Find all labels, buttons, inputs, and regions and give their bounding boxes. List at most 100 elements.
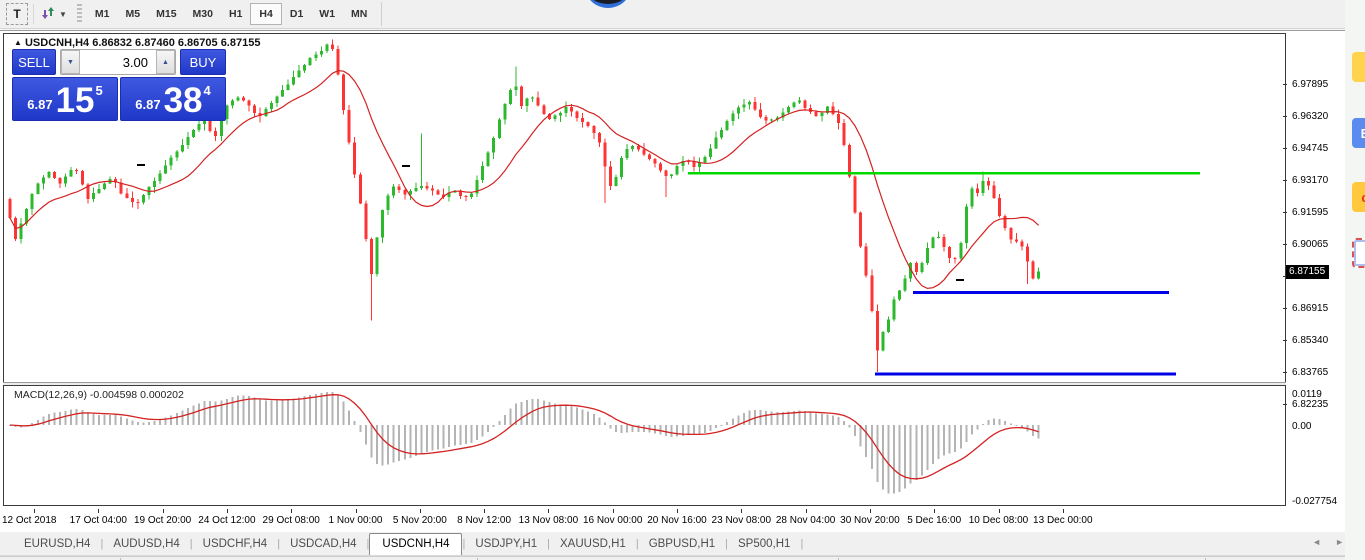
text-tool-button[interactable]: T xyxy=(6,3,28,25)
buy-button[interactable]: BUY xyxy=(180,49,226,75)
tab-separator: | xyxy=(277,537,281,550)
time-axis-label: 1 Nov 00:00 xyxy=(328,515,383,526)
timeframe-button-m1[interactable]: M1 xyxy=(94,8,110,20)
buy-quote-button[interactable]: 6.87 38 4 xyxy=(120,77,226,121)
desktop-icon-yellow-c[interactable]: c xyxy=(1352,182,1365,212)
time-axis-label: 13 Nov 08:00 xyxy=(518,515,579,526)
time-axis-label: 16 Nov 00:00 xyxy=(582,515,643,526)
chevron-down-icon: ▼ xyxy=(59,9,67,19)
chart-canvas[interactable] xyxy=(8,34,1285,506)
buy-price-big: 38 xyxy=(163,80,203,120)
chart-tab-usdcnh[interactable]: USDCNH,H4 xyxy=(369,533,463,555)
price-axis-label: 6.82235 xyxy=(1292,399,1329,410)
tab-separator: | xyxy=(462,537,466,550)
price-axis-label: 6.96320 xyxy=(1292,111,1329,122)
volume-value[interactable]: 3.00 xyxy=(122,54,148,70)
chart-title: ▲ USDCNH,H4 6.86832 6.87460 6.86705 6.87… xyxy=(14,37,260,49)
toolbar-separator xyxy=(381,2,383,26)
desktop-icon-blue[interactable]: E xyxy=(1352,118,1365,148)
macd-axis-label: -0.027754 xyxy=(1292,496,1338,507)
tab-separator: | xyxy=(100,537,104,550)
sell-price-big: 15 xyxy=(55,80,95,120)
chart-object-dash[interactable] xyxy=(956,279,964,281)
chart-tab-usdchf[interactable]: USDCHF,H4 xyxy=(202,537,268,550)
time-axis-label: 5 Nov 20:00 xyxy=(392,515,447,526)
time-axis-label: 23 Nov 08:00 xyxy=(711,515,772,526)
tab-separator: | xyxy=(635,537,639,550)
macd-indicator-label: MACD(12,26,9) -0.004598 0.000202 xyxy=(14,389,184,401)
desktop-icon-dashed[interactable] xyxy=(1352,238,1365,268)
sell-quote-button[interactable]: 6.87 15 5 xyxy=(12,77,118,121)
time-axis-label: 20 Nov 16:00 xyxy=(647,515,707,526)
timeframe-button-d1[interactable]: D1 xyxy=(289,8,304,20)
tab-nav: ◄ ► xyxy=(1312,537,1344,547)
time-axis-label: 10 Dec 08:00 xyxy=(968,515,1029,526)
chart-object-dash[interactable] xyxy=(137,164,145,166)
main-toolbar: T ▼ M1 M5 M15 M30 H1 H4 D1 W1 MN xyxy=(0,0,1345,29)
timeframe-button-m15[interactable]: M15 xyxy=(156,8,177,20)
sell-price-sup: 5 xyxy=(95,83,103,98)
timeframe-button-w1[interactable]: W1 xyxy=(319,8,336,20)
price-axis-label: 6.97895 xyxy=(1292,79,1329,90)
sell-button[interactable]: SELL xyxy=(12,49,56,75)
time-axis-label: 8 Nov 12:00 xyxy=(457,515,512,526)
chart-tab-audusd[interactable]: AUDUSD,H4 xyxy=(113,537,180,550)
chart-tab-usdjpy[interactable]: USDJPY,H1 xyxy=(475,537,538,550)
time-axis-label: 19 Oct 20:00 xyxy=(133,515,192,526)
price-axis-label: 6.93170 xyxy=(1292,175,1329,186)
chart-tabs-bar: EURUSD,H4 | AUDUSD,H4 | USDCHF,H4 | USDCAD,H4 |… xyxy=(0,532,1352,556)
time-axis-label: 12 Oct 2018 xyxy=(2,515,57,526)
tab-separator: | xyxy=(547,537,550,550)
status-bar xyxy=(0,556,1352,560)
macd-axis-label: 0.00 xyxy=(1292,421,1312,432)
volume-decrease-button[interactable]: ▼ xyxy=(61,50,80,74)
timeframe-button-m30[interactable]: M30 xyxy=(192,8,213,20)
chart-tab-usdcad[interactable]: USDCAD,H4 xyxy=(290,537,357,550)
time-axis-label: 24 Oct 12:00 xyxy=(198,515,256,526)
tab-separator: | xyxy=(725,537,729,550)
one-click-trading-panel: SELL ▼ 3.00 ▲ BUY 6.87 15 5 6.87 38 4 xyxy=(12,49,226,121)
toolbar-separator xyxy=(33,4,34,24)
time-axis-label: 17 Oct 04:00 xyxy=(69,515,127,526)
tab-separator: | xyxy=(800,537,804,550)
toolbar-grip[interactable] xyxy=(76,4,82,24)
desktop-strip: E c xyxy=(1345,0,1365,560)
tab-scroll-right-icon[interactable]: ► xyxy=(1335,537,1344,547)
price-axis-label: 6.83765 xyxy=(1292,367,1329,378)
desktop-icon-yellow[interactable] xyxy=(1352,52,1365,82)
tab-separator: | xyxy=(189,537,193,550)
time-axis: 12 Oct 2018 17 Oct 04:00 19 Oct 20:00 24 Oc… xyxy=(0,509,1345,533)
chart-tab-gbpusd[interactable]: GBPUSD,H1 xyxy=(648,537,716,550)
time-axis-label: 28 Nov 04:00 xyxy=(775,515,836,526)
time-axis-label: 5 Dec 16:00 xyxy=(907,515,962,526)
price-axis-label: 6.90065 xyxy=(1292,239,1329,250)
chart-symbol: USDCNH,H4 xyxy=(24,37,90,49)
chart-object-dash[interactable] xyxy=(402,165,410,167)
logo-circle xyxy=(584,0,632,8)
timeframe-button-h4[interactable]: H4 xyxy=(250,3,282,25)
time-axis-label: 29 Oct 08:00 xyxy=(262,515,320,526)
current-price-badge: 6.87155 xyxy=(1286,265,1330,279)
buy-price-prefix: 6.87 xyxy=(135,97,161,112)
price-axis-label: 6.91595 xyxy=(1292,207,1329,218)
chart-ohlc: 6.86832 6.87460 6.86705 6.87155 xyxy=(92,37,261,49)
price-axis-label: 6.85340 xyxy=(1292,335,1329,346)
chart-tab-xauusd[interactable]: XAUUSD,H1 xyxy=(560,537,626,550)
volume-stepper: ▼ 3.00 ▲ xyxy=(60,49,176,75)
timeframe-button-mn[interactable]: MN xyxy=(351,8,368,20)
tab-separator: | xyxy=(366,537,370,550)
collapse-triangle-icon[interactable]: ▲ xyxy=(14,38,22,47)
chart-window: ▲ USDCNH,H4 6.86832 6.87460 6.86705 6.87… xyxy=(0,30,1345,533)
macd-axis-label: 0.0119 xyxy=(1292,389,1322,400)
arrange-windows-button[interactable]: ▼ xyxy=(39,3,68,25)
chart-tab-sp500[interactable]: SP500,H1 xyxy=(738,537,791,550)
timeframe-button-h1[interactable]: H1 xyxy=(228,8,243,20)
volume-increase-button[interactable]: ▲ xyxy=(156,50,175,74)
timeframe-toolbar: M1 M5 M15 M30 H1 H4 D1 W1 MN xyxy=(87,3,375,25)
tab-scroll-left-icon[interactable]: ◄ xyxy=(1312,537,1322,547)
buy-price-sup: 4 xyxy=(203,83,211,98)
timeframe-button-m5[interactable]: M5 xyxy=(125,8,141,20)
price-axis-label: 6.94745 xyxy=(1292,143,1329,154)
chart-tab-eurusd[interactable]: EURUSD,H4 xyxy=(24,537,91,550)
